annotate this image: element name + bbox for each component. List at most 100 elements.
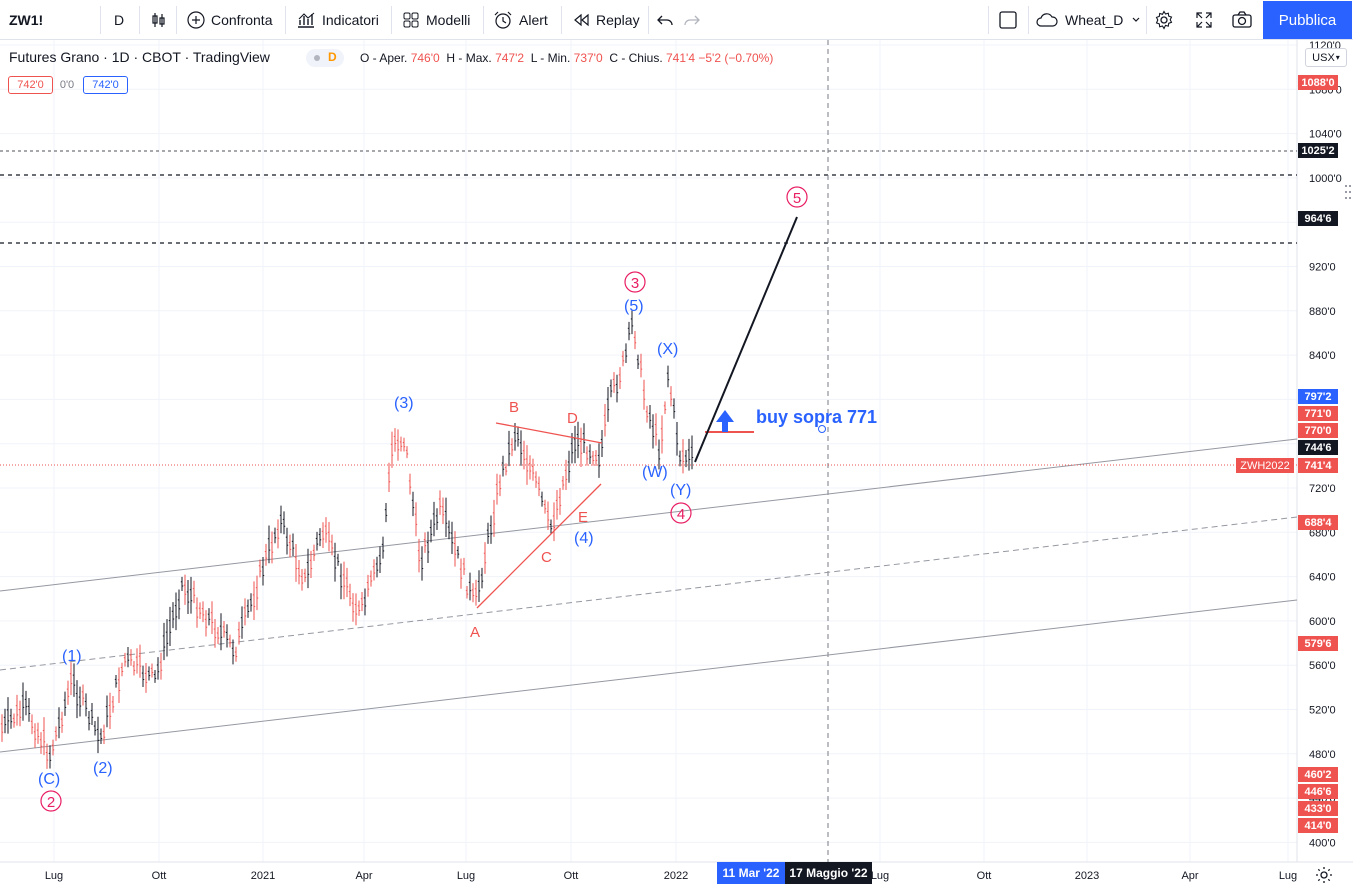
- chart-type-button[interactable]: [150, 0, 174, 40]
- divider: [391, 6, 392, 34]
- replay-button[interactable]: Replay: [572, 0, 640, 40]
- layout-menu-button[interactable]: Wheat_D: [1035, 0, 1141, 40]
- publish-button[interactable]: Pubblica: [1263, 1, 1352, 39]
- wave-red-2[interactable]: 2: [47, 794, 55, 811]
- interval-button[interactable]: D: [114, 0, 124, 40]
- sell-price: 742'0: [17, 79, 44, 91]
- triangle-lower-line[interactable]: [476, 483, 602, 609]
- close-label: C - Chius.: [609, 51, 663, 65]
- circle-5: [786, 186, 808, 208]
- drag-handle-icon[interactable]: [1343, 180, 1353, 204]
- triangle-label-C[interactable]: C: [541, 549, 552, 566]
- data-status-badge[interactable]: D: [306, 49, 344, 67]
- price-tick-label: 840'0: [1309, 350, 1336, 362]
- fullscreen-button[interactable]: [1194, 0, 1220, 40]
- wave-label-2[interactable]: (2): [93, 760, 113, 777]
- divider: [176, 6, 177, 34]
- wave-label-5[interactable]: (5): [624, 298, 644, 315]
- wave-label-Y[interactable]: (Y): [670, 482, 691, 499]
- price-axis-label: 771'0: [1298, 406, 1338, 421]
- compare-button[interactable]: Confronta: [187, 0, 272, 40]
- channel-lower-line[interactable]: [0, 599, 1298, 753]
- status-dot-icon: [314, 55, 320, 61]
- time-highlight-end-label: 17 Maggio '22: [789, 866, 868, 880]
- time-tick-label: Apr: [1181, 870, 1198, 882]
- price-axis-label: 744'6: [1298, 440, 1338, 455]
- circle-4: [670, 502, 692, 524]
- templates-button[interactable]: Modelli: [402, 0, 470, 40]
- candles-icon: [150, 11, 168, 29]
- layout-toggle-button[interactable]: [998, 0, 1024, 40]
- time-axis-ticks: Lug Ott 2021 Apr Lug Ott 2022 Lug Ott 2023 Apr Lug: [45, 870, 1297, 882]
- wave-label-X[interactable]: (X): [657, 341, 678, 358]
- chart-grid: [0, 40, 1297, 862]
- channel-upper-line[interactable]: [0, 438, 1298, 592]
- spread-value: 0'0: [56, 76, 78, 94]
- anchor-point-icon: [818, 425, 826, 433]
- circle-2: [40, 790, 62, 812]
- currency-selector[interactable]: USX ▾: [1305, 48, 1347, 67]
- wave-red-5[interactable]: 5: [793, 190, 801, 207]
- triangle-label-B[interactable]: B: [509, 399, 519, 416]
- time-tick-label: Ott: [977, 870, 992, 882]
- wave-label-3[interactable]: (3): [394, 395, 414, 412]
- alert-label: Alert: [519, 12, 548, 28]
- low-value: 737'0: [573, 51, 603, 65]
- buy-button[interactable]: 742'0: [83, 76, 128, 94]
- time-highlight-start: 11 Mar '22: [717, 862, 785, 884]
- price-tick-label: 560'0: [1309, 660, 1336, 672]
- sell-button[interactable]: 742'0: [8, 76, 53, 94]
- alert-button[interactable]: Alert: [493, 0, 548, 40]
- chevron-down-icon: [1131, 12, 1141, 28]
- top-toolbar: ZW1! D Confronta Indicatori Modelli Aler…: [0, 0, 1353, 40]
- channel-mid-line[interactable]: [0, 516, 1298, 671]
- publish-label: Pubblica: [1278, 11, 1337, 29]
- indicators-label: Indicatori: [322, 12, 379, 28]
- price-tick-label: 680'0: [1309, 527, 1336, 539]
- buy-annotation[interactable]: buy sopra 771: [756, 407, 877, 427]
- axis-settings-button[interactable]: [1314, 865, 1334, 885]
- currency-label: USX: [1312, 51, 1335, 64]
- wave-red-3[interactable]: 3: [631, 275, 639, 292]
- symbol-label: ZW1!: [9, 12, 44, 28]
- plus-circle-icon: [187, 11, 205, 29]
- settings-button[interactable]: [1154, 0, 1180, 40]
- wave-label-4[interactable]: (4): [574, 530, 594, 547]
- wave-label-W[interactable]: (W): [642, 464, 668, 481]
- legend-title: Futures Grano · 1D · CBOT · TradingView: [9, 49, 270, 65]
- price-tick-label: 400'0: [1309, 837, 1336, 849]
- price-tick-label: 880'0: [1309, 306, 1336, 318]
- circled-wave-labels: 2 3 4 5: [40, 186, 808, 812]
- price-axis-label: 446'6: [1298, 784, 1338, 799]
- triangle-label-E[interactable]: E: [578, 509, 588, 526]
- triangle-label-A[interactable]: A: [470, 624, 480, 641]
- triangle-label-D[interactable]: D: [567, 410, 578, 427]
- undo-button[interactable]: [656, 0, 680, 40]
- indicators-button[interactable]: Indicatori: [296, 0, 379, 40]
- buy-arrow-icon: [716, 410, 734, 432]
- circle-3: [624, 271, 646, 293]
- spread-label: 0'0: [59, 79, 75, 91]
- wave-red-4[interactable]: 4: [677, 506, 685, 523]
- projection-line[interactable]: [694, 216, 798, 463]
- price-axis-label: 460'2: [1298, 767, 1338, 782]
- price-axis-label: 741'4: [1298, 458, 1338, 473]
- buy-price: 742'0: [92, 79, 119, 91]
- price-axis-label: 688'4: [1298, 515, 1338, 530]
- alarm-clock-icon: [493, 11, 513, 29]
- replay-label: Replay: [596, 12, 640, 28]
- divider: [1146, 6, 1147, 34]
- wave-label-1[interactable]: (1): [62, 648, 82, 665]
- grid-icon: [402, 11, 420, 29]
- symbol-search-button[interactable]: ZW1!: [9, 0, 43, 40]
- symbol-legend[interactable]: Futures Grano · 1D · CBOT · TradingView: [9, 49, 270, 65]
- change-value: −5'2 (−0.70%): [698, 51, 774, 65]
- triangle-upper-line[interactable]: [495, 422, 603, 444]
- price-axis-label: 579'6: [1298, 636, 1338, 651]
- indicators-icon: [296, 11, 316, 29]
- snapshot-button[interactable]: [1231, 0, 1259, 40]
- redo-button[interactable]: [683, 0, 707, 40]
- time-tick-label: Lug: [457, 870, 475, 882]
- wave-label-C[interactable]: (C): [38, 771, 60, 788]
